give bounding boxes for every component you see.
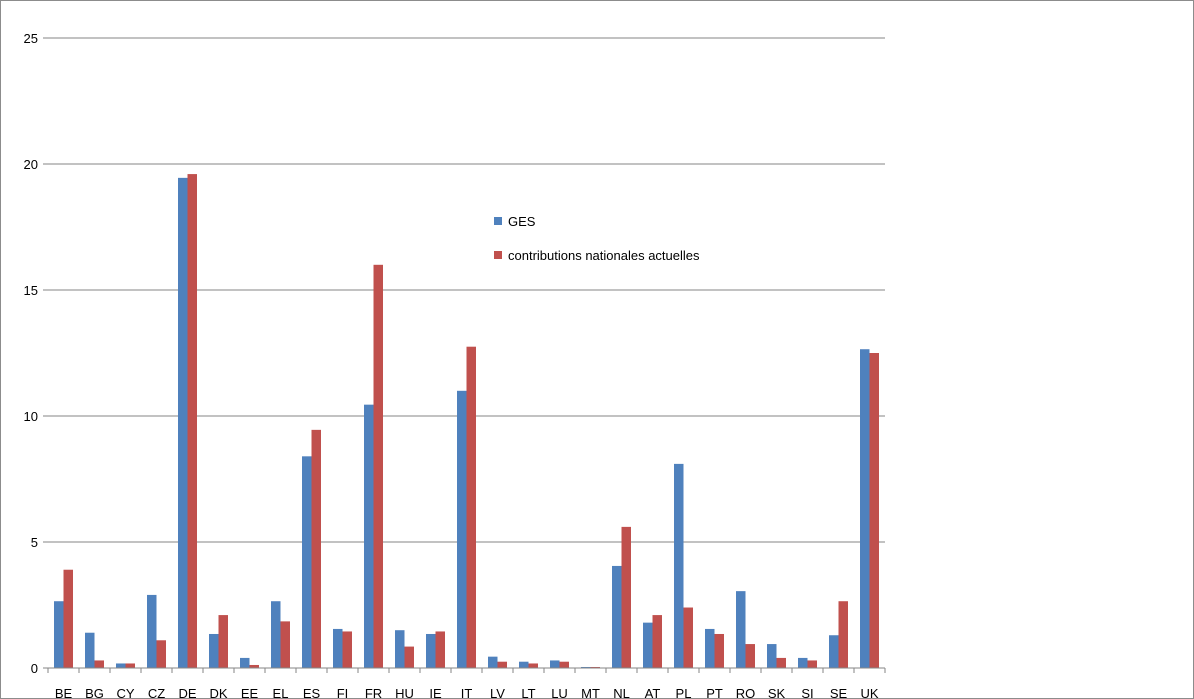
bar-ges-lv (488, 656, 498, 668)
x-axis-ticks: BE BG CY CZ DE DK EE EL ES FI FR HU IE IT LV LT LU MT NL AT… (47, 668, 886, 699)
x-tick-label-fi: FI (337, 686, 349, 699)
bar-ges-cy (116, 663, 126, 668)
bars (54, 174, 879, 669)
x-tick-label-el: EL (273, 686, 289, 699)
x-tick-label-lu: LU (551, 686, 568, 699)
y-tick-label: 10 (24, 409, 38, 424)
bar-ges-dk (209, 633, 219, 668)
y-axis-ticks: 0 5 10 15 20 25 (24, 31, 48, 676)
bar-ges-fr (364, 404, 374, 668)
bar-ges-es (302, 456, 312, 668)
bar-ges-mt (581, 666, 591, 668)
bar-contributions-cz (156, 640, 166, 668)
x-tick-label-pt: PT (706, 686, 723, 699)
bar-contributions-uk (869, 353, 879, 668)
y-tick-label: 0 (31, 661, 38, 676)
x-tick-label-bg: BG (85, 686, 104, 699)
x-tick-label-ro: RO (736, 686, 756, 699)
bar-contributions-el (280, 621, 290, 668)
x-tick-label-lv: LV (490, 686, 505, 699)
bar-ges-lu (550, 660, 560, 668)
bar-ges-be (54, 601, 64, 668)
bar-contributions-pt (714, 633, 724, 668)
bar-contributions-si (807, 660, 817, 668)
x-tick-label-dk: DK (209, 686, 227, 699)
y-tick-label: 20 (24, 157, 38, 172)
bar-contributions-sk (776, 657, 786, 668)
x-tick-label-pl: PL (676, 686, 692, 699)
legend-swatch-ges (494, 217, 502, 225)
bar-contributions-cy (125, 663, 135, 668)
bar-contributions-at (652, 615, 662, 668)
x-tick-label-hu: HU (395, 686, 414, 699)
legend: GES contributions nationales actuelles (494, 214, 700, 263)
bar-ges-cz (147, 594, 157, 668)
x-tick-label-fr: FR (365, 686, 382, 699)
x-tick-label-lt: LT (521, 686, 535, 699)
bar-contributions-be (63, 569, 73, 668)
bar-contributions-lt (528, 663, 538, 668)
x-tick-label-si: SI (801, 686, 813, 699)
x-tick-label-mt: MT (581, 686, 600, 699)
bar-ges-de (178, 177, 188, 669)
bar-ges-sk (767, 644, 777, 668)
bar-contributions-it (466, 346, 476, 668)
legend-label-contributions: contributions nationales actuelles (508, 248, 700, 263)
bar-ges-ie (426, 633, 436, 668)
x-tick-label-se: SE (830, 686, 848, 699)
x-tick-label-ee: EE (241, 686, 259, 699)
legend-swatch-contributions (494, 251, 502, 259)
bar-contributions-nl (621, 526, 631, 668)
bar-contributions-hu (404, 646, 414, 668)
x-tick-label-es: ES (303, 686, 321, 699)
bar-contributions-de (187, 174, 197, 668)
bar-contributions-se (838, 601, 848, 668)
bar-contributions-ie (435, 631, 445, 668)
bar-ges-uk (860, 349, 870, 668)
bar-ges-ro (736, 591, 746, 668)
y-tick-label: 15 (24, 283, 38, 298)
legend-label-ges: GES (508, 214, 536, 229)
x-tick-label-at: AT (645, 686, 661, 699)
y-tick-label: 5 (31, 535, 38, 550)
bar-ges-it (457, 390, 467, 668)
bar-ges-lt (519, 661, 529, 668)
bar-contributions-mt (590, 666, 600, 668)
x-tick-label-it: IT (461, 686, 473, 699)
bar-contributions-dk (218, 615, 228, 668)
bar-ges-pl (674, 463, 684, 668)
x-tick-label-de: DE (178, 686, 196, 699)
bar-contributions-pl (683, 607, 693, 668)
bar-ges-el (271, 601, 281, 668)
bar-contributions-ro (745, 644, 755, 668)
x-tick-label-cz: CZ (148, 686, 165, 699)
bar-contributions-fr (373, 264, 383, 668)
bar-ges-nl (612, 565, 622, 668)
bar-contributions-ee (249, 664, 259, 668)
x-tick-label-ie: IE (429, 686, 442, 699)
x-tick-label-uk: UK (860, 686, 878, 699)
bar-contributions-fi (342, 631, 352, 668)
y-tick-label: 25 (24, 31, 38, 46)
bar-ges-fi (333, 628, 343, 668)
bar-ges-se (829, 635, 839, 668)
bar-ges-ee (240, 657, 250, 668)
bar-ges-bg (85, 632, 95, 668)
x-tick-label-nl: NL (613, 686, 630, 699)
x-tick-label-cy: CY (116, 686, 134, 699)
bar-ges-pt (705, 628, 715, 668)
bar-ges-si (798, 657, 808, 668)
bar-contributions-lv (497, 661, 507, 668)
bar-contributions-es (311, 429, 321, 668)
x-tick-label-be: BE (55, 686, 73, 699)
bar-contributions-lu (559, 661, 569, 668)
bar-ges-hu (395, 630, 405, 668)
bar-ges-at (643, 622, 653, 668)
bar-contributions-bg (94, 660, 104, 668)
x-tick-label-sk: SK (768, 686, 786, 699)
